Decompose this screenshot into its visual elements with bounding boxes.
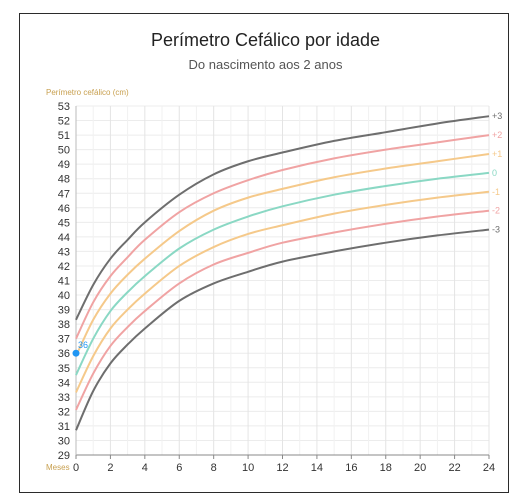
x-axis-label: Meses <box>46 463 70 472</box>
y-tick-label: 51 <box>58 130 70 142</box>
series-label-+3: +3 <box>492 111 502 121</box>
series-label-+1: +1 <box>492 149 502 159</box>
y-tick-label: 41 <box>58 276 70 288</box>
x-tick-label: 8 <box>211 462 217 474</box>
series-label--2: -2 <box>492 206 500 216</box>
y-tick-label: 47 <box>58 188 70 200</box>
y-tick-label: 33 <box>58 392 70 404</box>
series-line-0 <box>75 171 490 376</box>
series-label-+2: +2 <box>492 130 502 140</box>
x-tick-label: 0 <box>73 462 79 474</box>
y-tick-label: 32 <box>58 406 70 418</box>
series-line--3 <box>75 228 490 431</box>
y-tick-label: 38 <box>58 319 70 331</box>
x-tick-label: 18 <box>380 462 392 474</box>
x-tick-label: 14 <box>311 462 323 474</box>
y-tick-label: 48 <box>58 174 70 186</box>
y-tick-label: 49 <box>58 159 70 171</box>
x-tick-label: 4 <box>142 462 148 474</box>
y-tick-label: 37 <box>58 334 70 346</box>
chart-title: Perímetro Cefálico por idade <box>150 30 381 50</box>
x-tick-label: 24 <box>483 462 495 474</box>
series-label--1: -1 <box>492 187 500 197</box>
y-tick-label: 29 <box>58 450 70 462</box>
x-tick-label: 12 <box>276 462 288 474</box>
y-tick-label: 34 <box>58 377 70 389</box>
x-tick-label: 2 <box>107 462 113 474</box>
grid <box>75 105 490 459</box>
data-point <box>72 349 80 357</box>
series-line-+3 <box>75 115 490 321</box>
series-line-+1 <box>75 152 490 357</box>
x-tick-label: 16 <box>345 462 357 474</box>
chart-subtitle: Do nascimento aos 2 anos <box>188 57 343 72</box>
y-tick-label: 30 <box>58 435 70 447</box>
y-tick-label: 46 <box>58 203 70 215</box>
x-tick-label: 6 <box>176 462 182 474</box>
y-tick-label: 53 <box>58 101 70 113</box>
x-tick-label: 20 <box>414 462 426 474</box>
x-tick-label: 22 <box>448 462 460 474</box>
y-tick-label: 35 <box>58 363 70 375</box>
chart-frame <box>19 13 509 493</box>
y-tick-label: 31 <box>58 421 70 433</box>
y-tick-label: 40 <box>58 290 70 302</box>
x-tick-label: 10 <box>242 462 254 474</box>
y-tick-label: 50 <box>58 145 70 157</box>
series-label--3: -3 <box>492 225 500 235</box>
y-tick-label: 36 <box>58 348 70 360</box>
series-line-+2 <box>75 134 490 340</box>
y-tick-label: 39 <box>58 305 70 317</box>
y-axis-label: Perímetro cefálico (cm) <box>46 88 129 97</box>
data-point-label: 36 <box>78 340 88 350</box>
series-line--2 <box>75 209 490 411</box>
series-line--1 <box>75 190 490 393</box>
y-tick-label: 45 <box>58 217 70 229</box>
y-tick-label: 42 <box>58 261 70 273</box>
y-tick-label: 52 <box>58 116 70 128</box>
y-tick-label: 44 <box>58 232 70 244</box>
series-label-0: 0 <box>492 168 497 178</box>
y-tick-label: 43 <box>58 246 70 258</box>
